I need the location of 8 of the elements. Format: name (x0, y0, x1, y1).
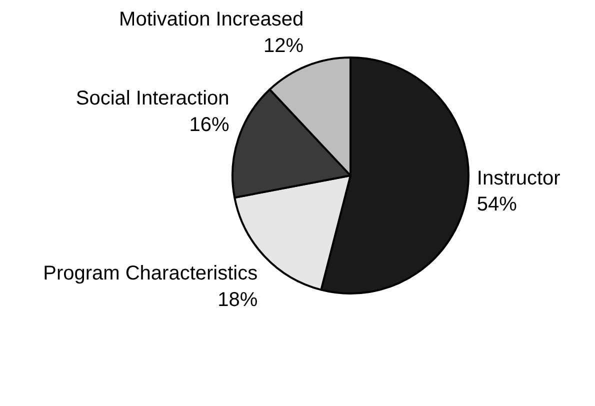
slice-label: Motivation Increased (119, 8, 304, 31)
data-label: 16% (189, 114, 230, 136)
slice-label: Social Interaction (76, 88, 230, 110)
data-label: 12% (264, 35, 304, 58)
slice-label: Program Characteristics (43, 262, 258, 285)
data-label: 18% (218, 289, 258, 312)
data-label: 54% (476, 194, 518, 216)
slice-label: Instructor (476, 167, 561, 190)
